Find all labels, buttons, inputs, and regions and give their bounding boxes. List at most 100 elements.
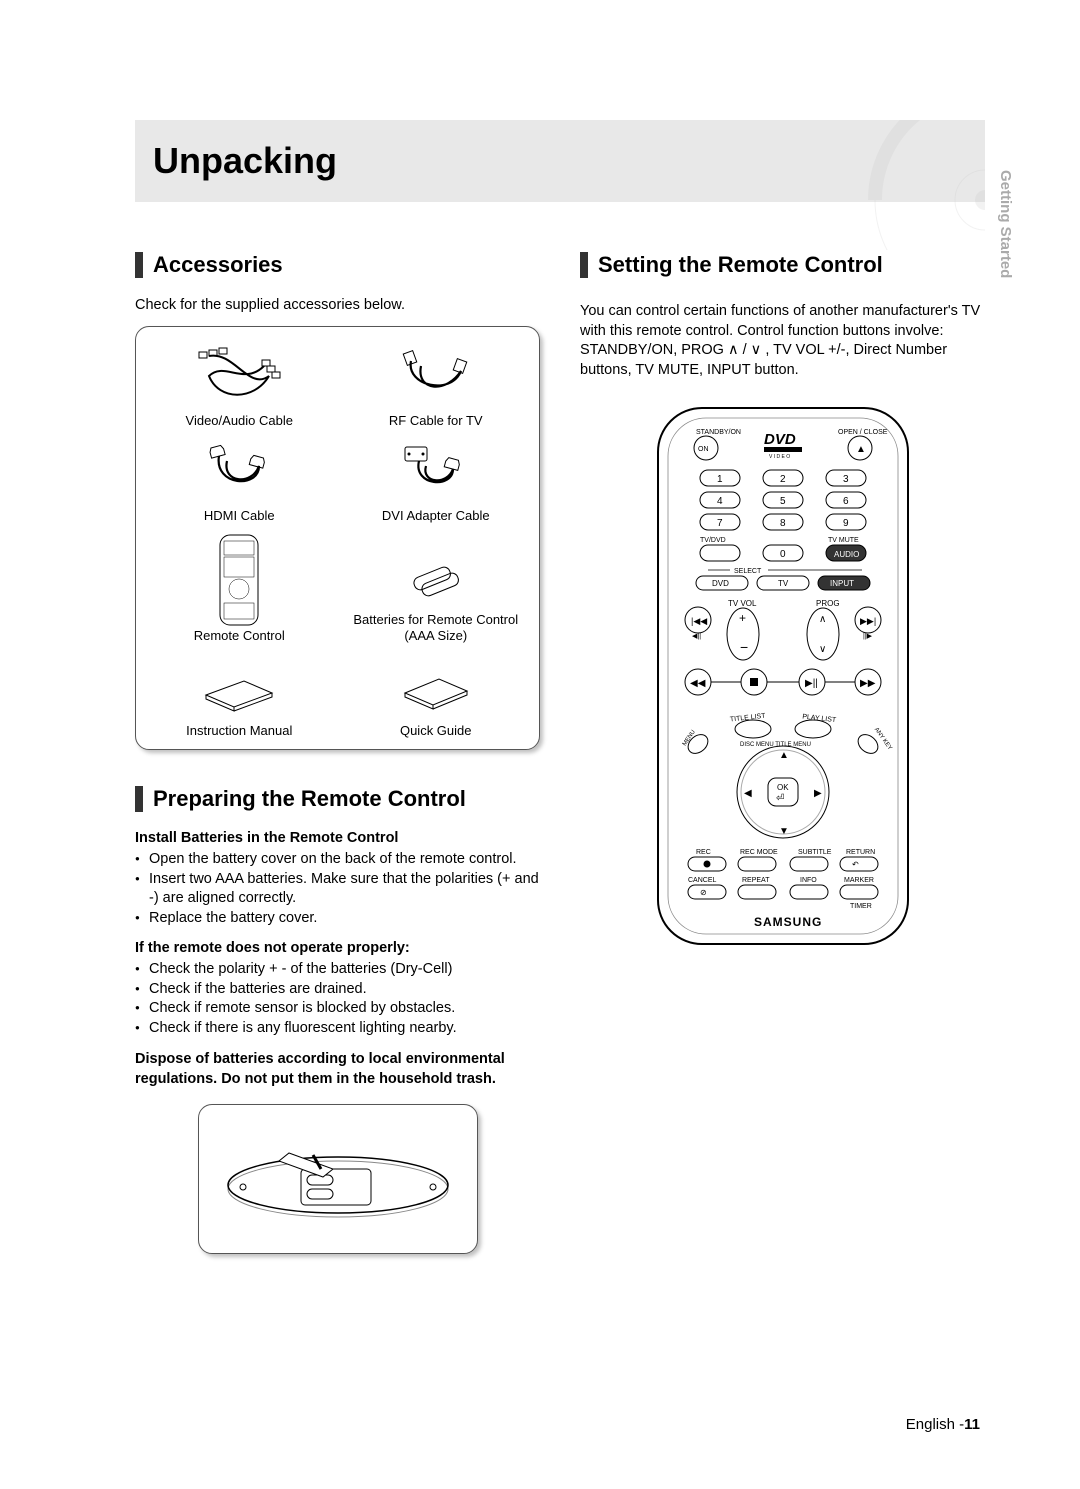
svg-text:TV/DVD: TV/DVD: [700, 537, 726, 544]
list-item: Replace the battery cover.: [135, 909, 540, 929]
page-number: English -11: [906, 1416, 980, 1433]
svg-text:▲: ▲: [856, 444, 866, 455]
svg-text:8: 8: [780, 518, 786, 529]
svg-text:▶: ▶: [814, 788, 822, 799]
accessory-manual: Instruction Manual: [146, 651, 333, 739]
heading-accessories: Accessories: [135, 252, 540, 278]
svg-text:SELECT: SELECT: [734, 568, 762, 575]
svg-text:⊘: ⊘: [700, 888, 707, 897]
svg-text:INFO: INFO: [800, 877, 817, 884]
left-column: Accessories Check for the supplied acces…: [135, 252, 540, 1254]
accessory-video-audio-cable: Video/Audio Cable: [146, 341, 333, 429]
svg-text:4: 4: [717, 496, 723, 507]
accessory-rf-cable: RF Cable for TV: [343, 341, 530, 429]
svg-text:MARKER: MARKER: [844, 877, 874, 884]
svg-text:◀◀: ◀◀: [690, 678, 706, 689]
accessory-dvi-cable: DVI Adapter Cable: [343, 436, 530, 524]
book-icon: [343, 651, 530, 723]
svg-text:6: 6: [843, 496, 849, 507]
accessory-quickguide: Quick Guide: [343, 651, 530, 739]
accessories-subtext: Check for the supplied accessories below…: [135, 296, 540, 316]
svg-text:▶||: ▶||: [805, 678, 818, 689]
cable-icon: [343, 436, 530, 508]
heading-setting-remote: Setting the Remote Control: [580, 252, 985, 278]
label-standby: STANDBY/ON: [696, 429, 741, 436]
svg-text:TV VOL: TV VOL: [728, 599, 757, 608]
book-icon: [146, 651, 333, 723]
svg-text:⏎: ⏎: [776, 793, 784, 804]
svg-text:AUDIO: AUDIO: [834, 550, 859, 559]
svg-text:DVD: DVD: [712, 579, 729, 588]
page-title: Unpacking: [153, 140, 337, 181]
side-tab-getting-started: Getting Started: [997, 170, 1014, 278]
svg-text:∨: ∨: [819, 644, 826, 655]
svg-text:V I D E O: V I D E O: [769, 454, 790, 460]
cable-icon: [146, 341, 333, 413]
accessory-label: Video/Audio Cable: [146, 413, 333, 429]
remote-diagram: STANDBY/ON ON OPEN / CLOSE ▲ DVD V I D E…: [638, 402, 928, 952]
battery-insert-diagram: [198, 1104, 478, 1254]
right-column: Setting the Remote Control You can contr…: [580, 252, 985, 1254]
svg-text:7: 7: [717, 518, 723, 529]
svg-text:CANCEL: CANCEL: [688, 877, 717, 884]
dvd-logo: DVD: [764, 431, 796, 448]
svg-text:OK: OK: [777, 783, 789, 792]
svg-text:◀: ◀: [744, 788, 752, 799]
accessories-box: Video/Audio Cable RF Cable for TV: [135, 326, 540, 750]
svg-text:REPEAT: REPEAT: [742, 877, 770, 884]
list-item: Check the polarity + - of the batteries …: [135, 960, 540, 980]
accessory-label: RF Cable for TV: [343, 413, 530, 429]
cable-icon: [343, 341, 530, 413]
page-num: 11: [964, 1416, 980, 1433]
accessory-label: Remote Control: [146, 628, 333, 644]
label-openclose: OPEN / CLOSE: [838, 429, 888, 436]
setting-remote-text: You can control certain functions of ano…: [580, 302, 985, 380]
svg-text:▼: ▼: [779, 826, 789, 837]
remote-icon: [146, 532, 333, 628]
disc-background-graphic: [815, 120, 985, 250]
accessory-label: Quick Guide: [343, 723, 530, 739]
list-item: Open the battery cover on the back of th…: [135, 850, 540, 870]
svg-text:TV MUTE: TV MUTE: [828, 537, 859, 544]
svg-text:−: −: [740, 639, 748, 655]
svg-text:ON: ON: [698, 446, 709, 453]
svg-text:↶: ↶: [852, 860, 859, 869]
svg-text:5: 5: [780, 496, 786, 507]
accessory-label: DVI Adapter Cable: [343, 508, 530, 524]
accessory-batteries: Batteries for Remote Control (AAA Size): [343, 532, 530, 644]
dispose-text: Dispose of batteries according to local …: [135, 1050, 540, 1089]
svg-text:RETURN: RETURN: [846, 849, 875, 856]
cable-icon: [146, 436, 333, 508]
svg-text:TIMER: TIMER: [850, 903, 872, 910]
page-lang: English -: [906, 1416, 964, 1433]
list-item: Check if there is any fluorescent lighti…: [135, 1019, 540, 1039]
svg-text:▶▶: ▶▶: [860, 678, 876, 689]
svg-text:▶▶|: ▶▶|: [860, 616, 876, 626]
trouble-bullets: Check the polarity + - of the batteries …: [135, 960, 540, 1038]
svg-text:TV: TV: [778, 579, 789, 588]
accessory-remote: Remote Control: [146, 532, 333, 644]
svg-text:SUBTITLE: SUBTITLE: [798, 849, 832, 856]
list-item: Insert two AAA batteries. Make sure that…: [135, 870, 540, 909]
svg-text:REC: REC: [696, 849, 711, 856]
svg-text:2: 2: [780, 474, 786, 485]
svg-text:1: 1: [717, 474, 723, 485]
svg-text:0: 0: [780, 549, 786, 560]
svg-text:||▶: ||▶: [863, 633, 873, 640]
heading-preparing-remote: Preparing the Remote Control: [135, 786, 540, 812]
svg-text:INPUT: INPUT: [830, 579, 854, 588]
svg-text:|◀◀: |◀◀: [691, 616, 707, 626]
battery-icon: [343, 540, 530, 612]
accessory-hdmi-cable: HDMI Cable: [146, 436, 333, 524]
svg-text:∧: ∧: [819, 614, 826, 625]
accessory-label: Instruction Manual: [146, 723, 333, 739]
svg-text:◀||: ◀||: [692, 633, 701, 640]
install-batteries-head: Install Batteries in the Remote Control: [135, 830, 540, 846]
list-item: Check if the batteries are drained.: [135, 980, 540, 1000]
svg-text:PROG: PROG: [816, 599, 840, 608]
svg-text:▲: ▲: [779, 750, 789, 761]
svg-text:+: +: [739, 611, 746, 625]
install-bullets: Open the battery cover on the back of th…: [135, 850, 540, 928]
accessory-label: HDMI Cable: [146, 508, 333, 524]
svg-text:3: 3: [843, 474, 849, 485]
